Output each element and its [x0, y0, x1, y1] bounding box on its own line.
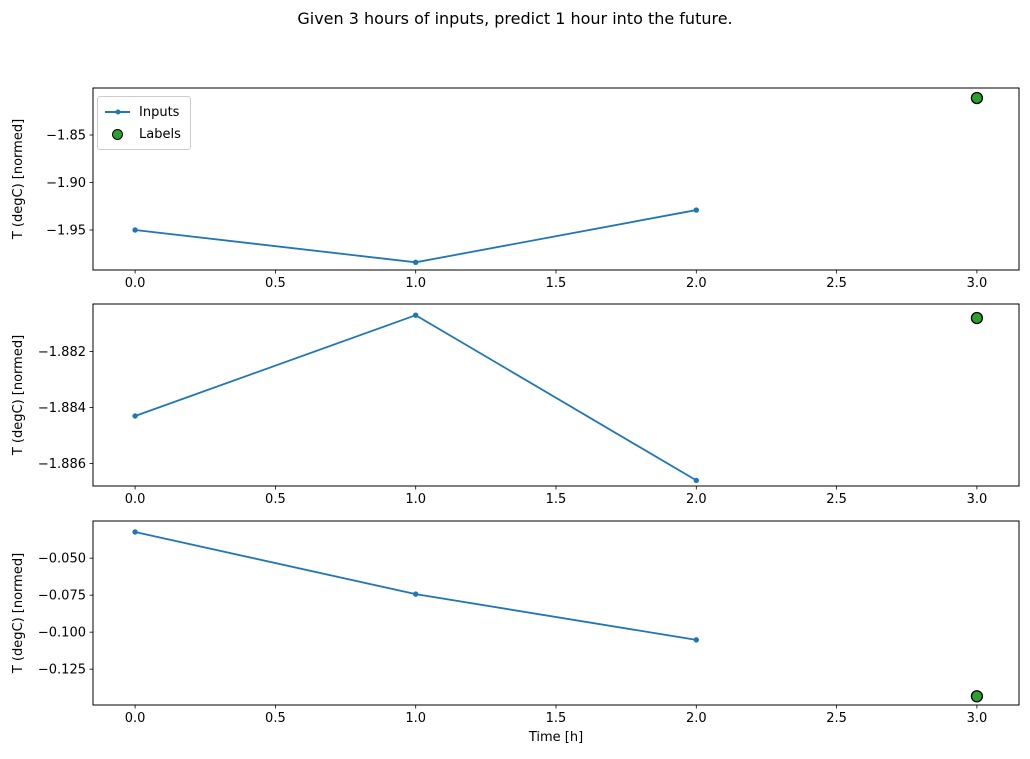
legend-item-inputs: Inputs	[105, 101, 181, 123]
input-point-marker	[412, 259, 419, 266]
subplot-3: 0.0 0.5 1.0 1.5 2.0 2.5 3.0 −0.050 −0.075 −0.100 −…	[11, 520, 1020, 745]
subplot-1: 0.0 0.5 1.0 1.5 2.0 2.5 3.0 −1.85 −1.90 −1.95 T (d…	[11, 87, 1020, 291]
input-point-marker	[693, 637, 700, 643]
legend-label-inputs: Inputs	[139, 104, 180, 120]
y-tick-label: −0.125	[38, 663, 86, 678]
y-axis-label: T (degC) [normed]	[11, 553, 26, 674]
x-tick-label: 1.0	[405, 276, 426, 291]
legend: Inputs Labels	[97, 96, 191, 150]
x-tick-label: 0.0	[125, 492, 146, 507]
axes-frame	[92, 303, 1020, 487]
x-tick-label: 1.5	[546, 276, 567, 291]
input-point-marker	[412, 312, 419, 318]
legend-item-labels: Labels	[105, 123, 181, 145]
x-tick-label: 2.5	[826, 492, 847, 507]
legend-swatch	[105, 111, 130, 113]
x-axis-label: Time [h]	[528, 730, 583, 745]
x-tick-label: 1.5	[546, 711, 567, 726]
input-point-marker	[693, 207, 700, 213]
y-tick-label: −1.85	[46, 129, 86, 144]
figure-title: Given 3 hours of inputs, predict 1 hour …	[297, 9, 733, 28]
input-point-marker	[412, 591, 419, 597]
subplot-2: 0.0 0.5 1.0 1.5 2.0 2.5 3.0 −1.882 −1.884 −1.886 T…	[11, 303, 1020, 507]
axes-frame	[92, 87, 1020, 271]
y-tick-label: −1.882	[38, 345, 86, 360]
labels-point	[970, 91, 984, 105]
x-tick-label: 0.5	[265, 711, 286, 726]
x-tick-label: 0.0	[125, 711, 146, 726]
x-tick-label: 2.0	[686, 276, 707, 291]
y-tick-label: −1.90	[46, 176, 86, 191]
x-tick-label: 3.0	[967, 711, 988, 726]
inputs-line-marker-icon	[105, 111, 130, 113]
labels-circle-marker-icon	[112, 128, 123, 140]
labels-point	[970, 311, 984, 325]
input-point-marker	[132, 413, 138, 419]
x-tick-label: 0.0	[125, 276, 146, 291]
axes-frame	[92, 520, 1020, 706]
y-tick-label: −0.075	[38, 589, 86, 604]
y-axis-label: T (degC) [normed]	[11, 119, 26, 240]
y-tick-label: −1.886	[38, 457, 86, 472]
legend-swatch	[105, 128, 130, 140]
x-tick-label: 1.0	[405, 711, 426, 726]
x-tick-label: 2.0	[686, 711, 707, 726]
input-point-marker	[693, 477, 700, 484]
x-tick-label: 3.0	[967, 492, 988, 507]
legend-label-labels: Labels	[139, 126, 181, 142]
input-point-marker	[132, 529, 138, 535]
x-tick-label: 0.5	[265, 276, 286, 291]
x-tick-label: 3.0	[967, 276, 988, 291]
x-tick-label: 2.0	[686, 492, 707, 507]
y-tick-label: −0.100	[38, 626, 86, 641]
y-tick-label: −1.95	[46, 224, 86, 239]
input-point-marker	[132, 227, 138, 233]
x-tick-label: 2.5	[826, 711, 847, 726]
x-tick-label: 1.0	[405, 492, 426, 507]
x-tick-label: 2.5	[826, 276, 847, 291]
y-tick-label: −1.884	[38, 401, 86, 416]
y-axis-label: T (degC) [normed]	[11, 335, 26, 456]
x-tick-label: 0.5	[265, 492, 286, 507]
x-tick-label: 1.5	[546, 492, 567, 507]
y-tick-label: −0.050	[38, 552, 86, 567]
labels-point	[970, 690, 984, 703]
